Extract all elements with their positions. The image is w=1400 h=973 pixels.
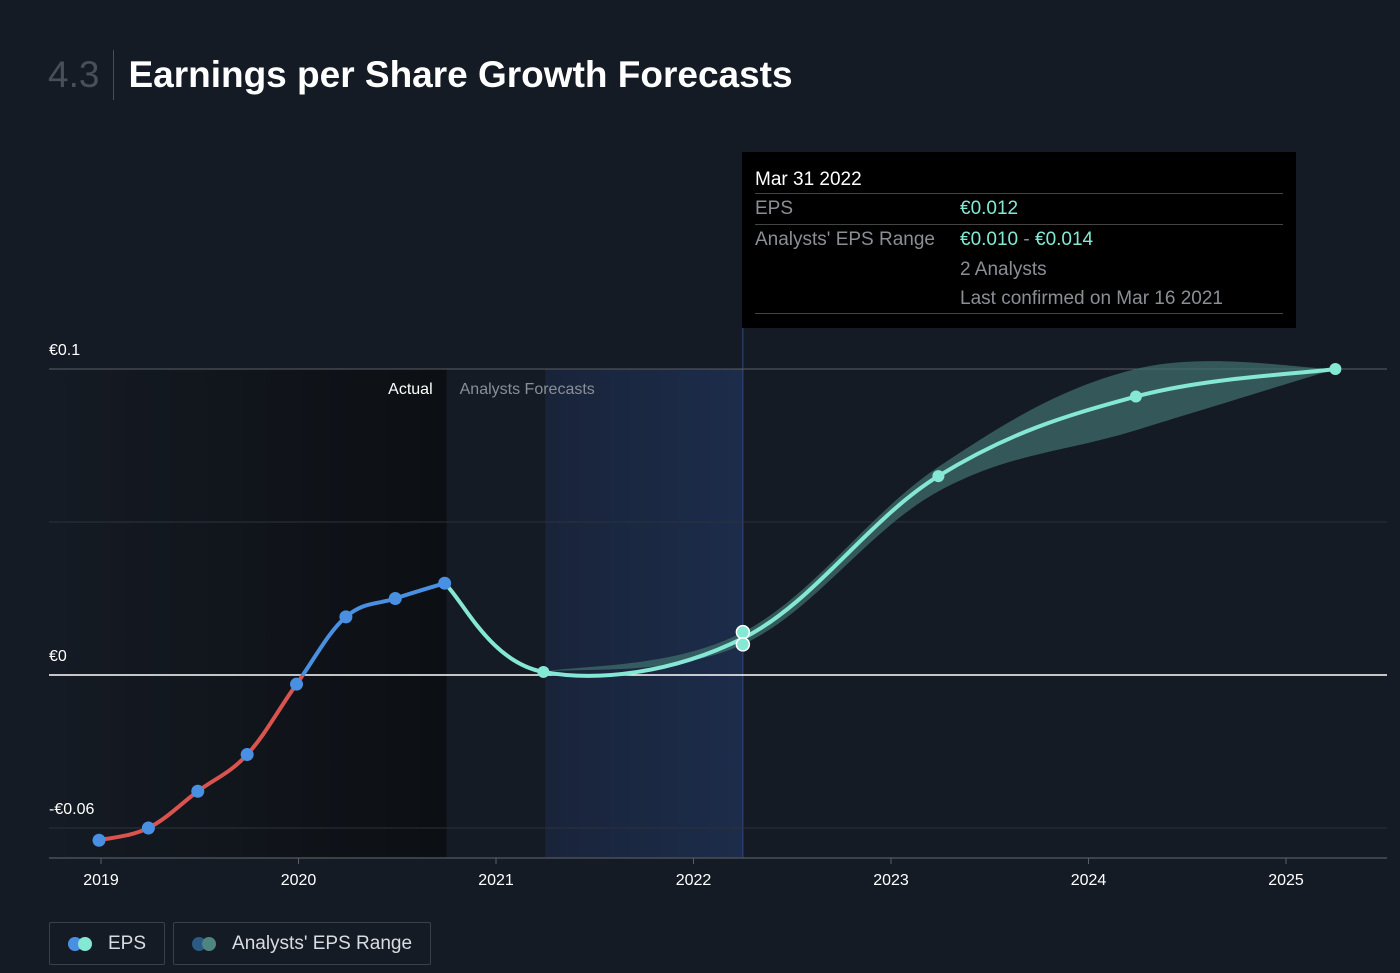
eps-forecast-point: [1329, 363, 1342, 375]
tooltip-range-high: €0.014: [1035, 229, 1094, 250]
eps-forecast-point: [537, 665, 550, 678]
tooltip-eps-value: €0.012: [960, 198, 1019, 219]
tooltip-range-low: €0.010: [960, 229, 1019, 250]
chart-legend: EPS Analysts' EPS Range: [49, 922, 432, 965]
tooltip-date: Mar 31 2022: [755, 166, 1283, 194]
range-high-point: [735, 624, 751, 640]
legend-item-eps[interactable]: EPS: [49, 922, 166, 965]
actual-region: [49, 369, 447, 858]
tooltip-range-row: Analysts' EPS Range €0.010 - €0.014 2 An…: [755, 225, 1283, 314]
eps-actual-point: [438, 576, 452, 590]
x-tick-label: 2023: [873, 872, 909, 889]
legend-label-eps: EPS: [108, 932, 147, 954]
tooltip-eps-label: EPS: [755, 198, 794, 219]
eps-forecast-point: [1129, 390, 1142, 403]
legend-dot-range-b: [202, 936, 217, 951]
eps-actual-point: [290, 677, 304, 691]
eps-actual-point: [141, 821, 155, 835]
eps-legend-icon: [68, 936, 94, 951]
range-low-point: [735, 637, 751, 652]
eps-actual-point: [388, 592, 402, 605]
x-tick-label: 2021: [478, 872, 514, 889]
tooltip-range-label: Analysts' EPS Range: [755, 229, 935, 250]
highlight-region: [545, 369, 743, 858]
legend-dot-forecast: [78, 936, 92, 951]
eps-actual-line-positive: [300, 581, 446, 675]
eps-actual-point: [339, 610, 353, 624]
tooltip-last-confirmed: Last confirmed on Mar 16 2021: [960, 288, 1223, 309]
x-tick-label: 2022: [676, 872, 712, 889]
eps-actual-point: [240, 748, 254, 762]
eps-actual-line-negative: [98, 675, 306, 843]
chart-tooltip: Mar 31 2022 EPS €0.012 Analysts' EPS Ran…: [742, 152, 1296, 328]
x-tick-label: 2024: [1071, 872, 1107, 889]
legend-item-range[interactable]: Analysts' EPS Range: [173, 922, 432, 965]
eps-actual-point: [191, 784, 205, 798]
legend-label-range: Analysts' EPS Range: [232, 932, 413, 954]
tooltip-eps-row: EPS €0.012: [755, 194, 1283, 225]
section-header: 4.3 Earnings per Share Growth Forecasts: [48, 50, 793, 100]
x-tick-label: 2019: [83, 872, 119, 889]
forecast-label: Analysts Forecasts: [460, 381, 595, 398]
y-tick-label: €0.1: [49, 342, 80, 359]
y-tick-label: €0: [49, 648, 67, 665]
x-tick-label: 2025: [1268, 872, 1304, 889]
tooltip-range-sep: -: [1018, 229, 1036, 250]
tooltip-range-details: €0.010 - €0.014 2 Analysts Last confirme…: [960, 225, 1223, 313]
actual-label: Actual: [388, 381, 432, 398]
y-tick-label: -€0.06: [49, 801, 94, 818]
eps-actual-point: [92, 833, 106, 847]
eps-forecast-point: [932, 470, 945, 483]
page-title: Earnings per Share Growth Forecasts: [128, 54, 793, 95]
x-tick-label: 2020: [281, 872, 317, 889]
section-number: 4.3: [48, 50, 115, 100]
analysts-eps-range-band: [543, 361, 1336, 672]
range-legend-icon: [192, 936, 218, 951]
tooltip-analysts-count: 2 Analysts: [960, 259, 1047, 280]
